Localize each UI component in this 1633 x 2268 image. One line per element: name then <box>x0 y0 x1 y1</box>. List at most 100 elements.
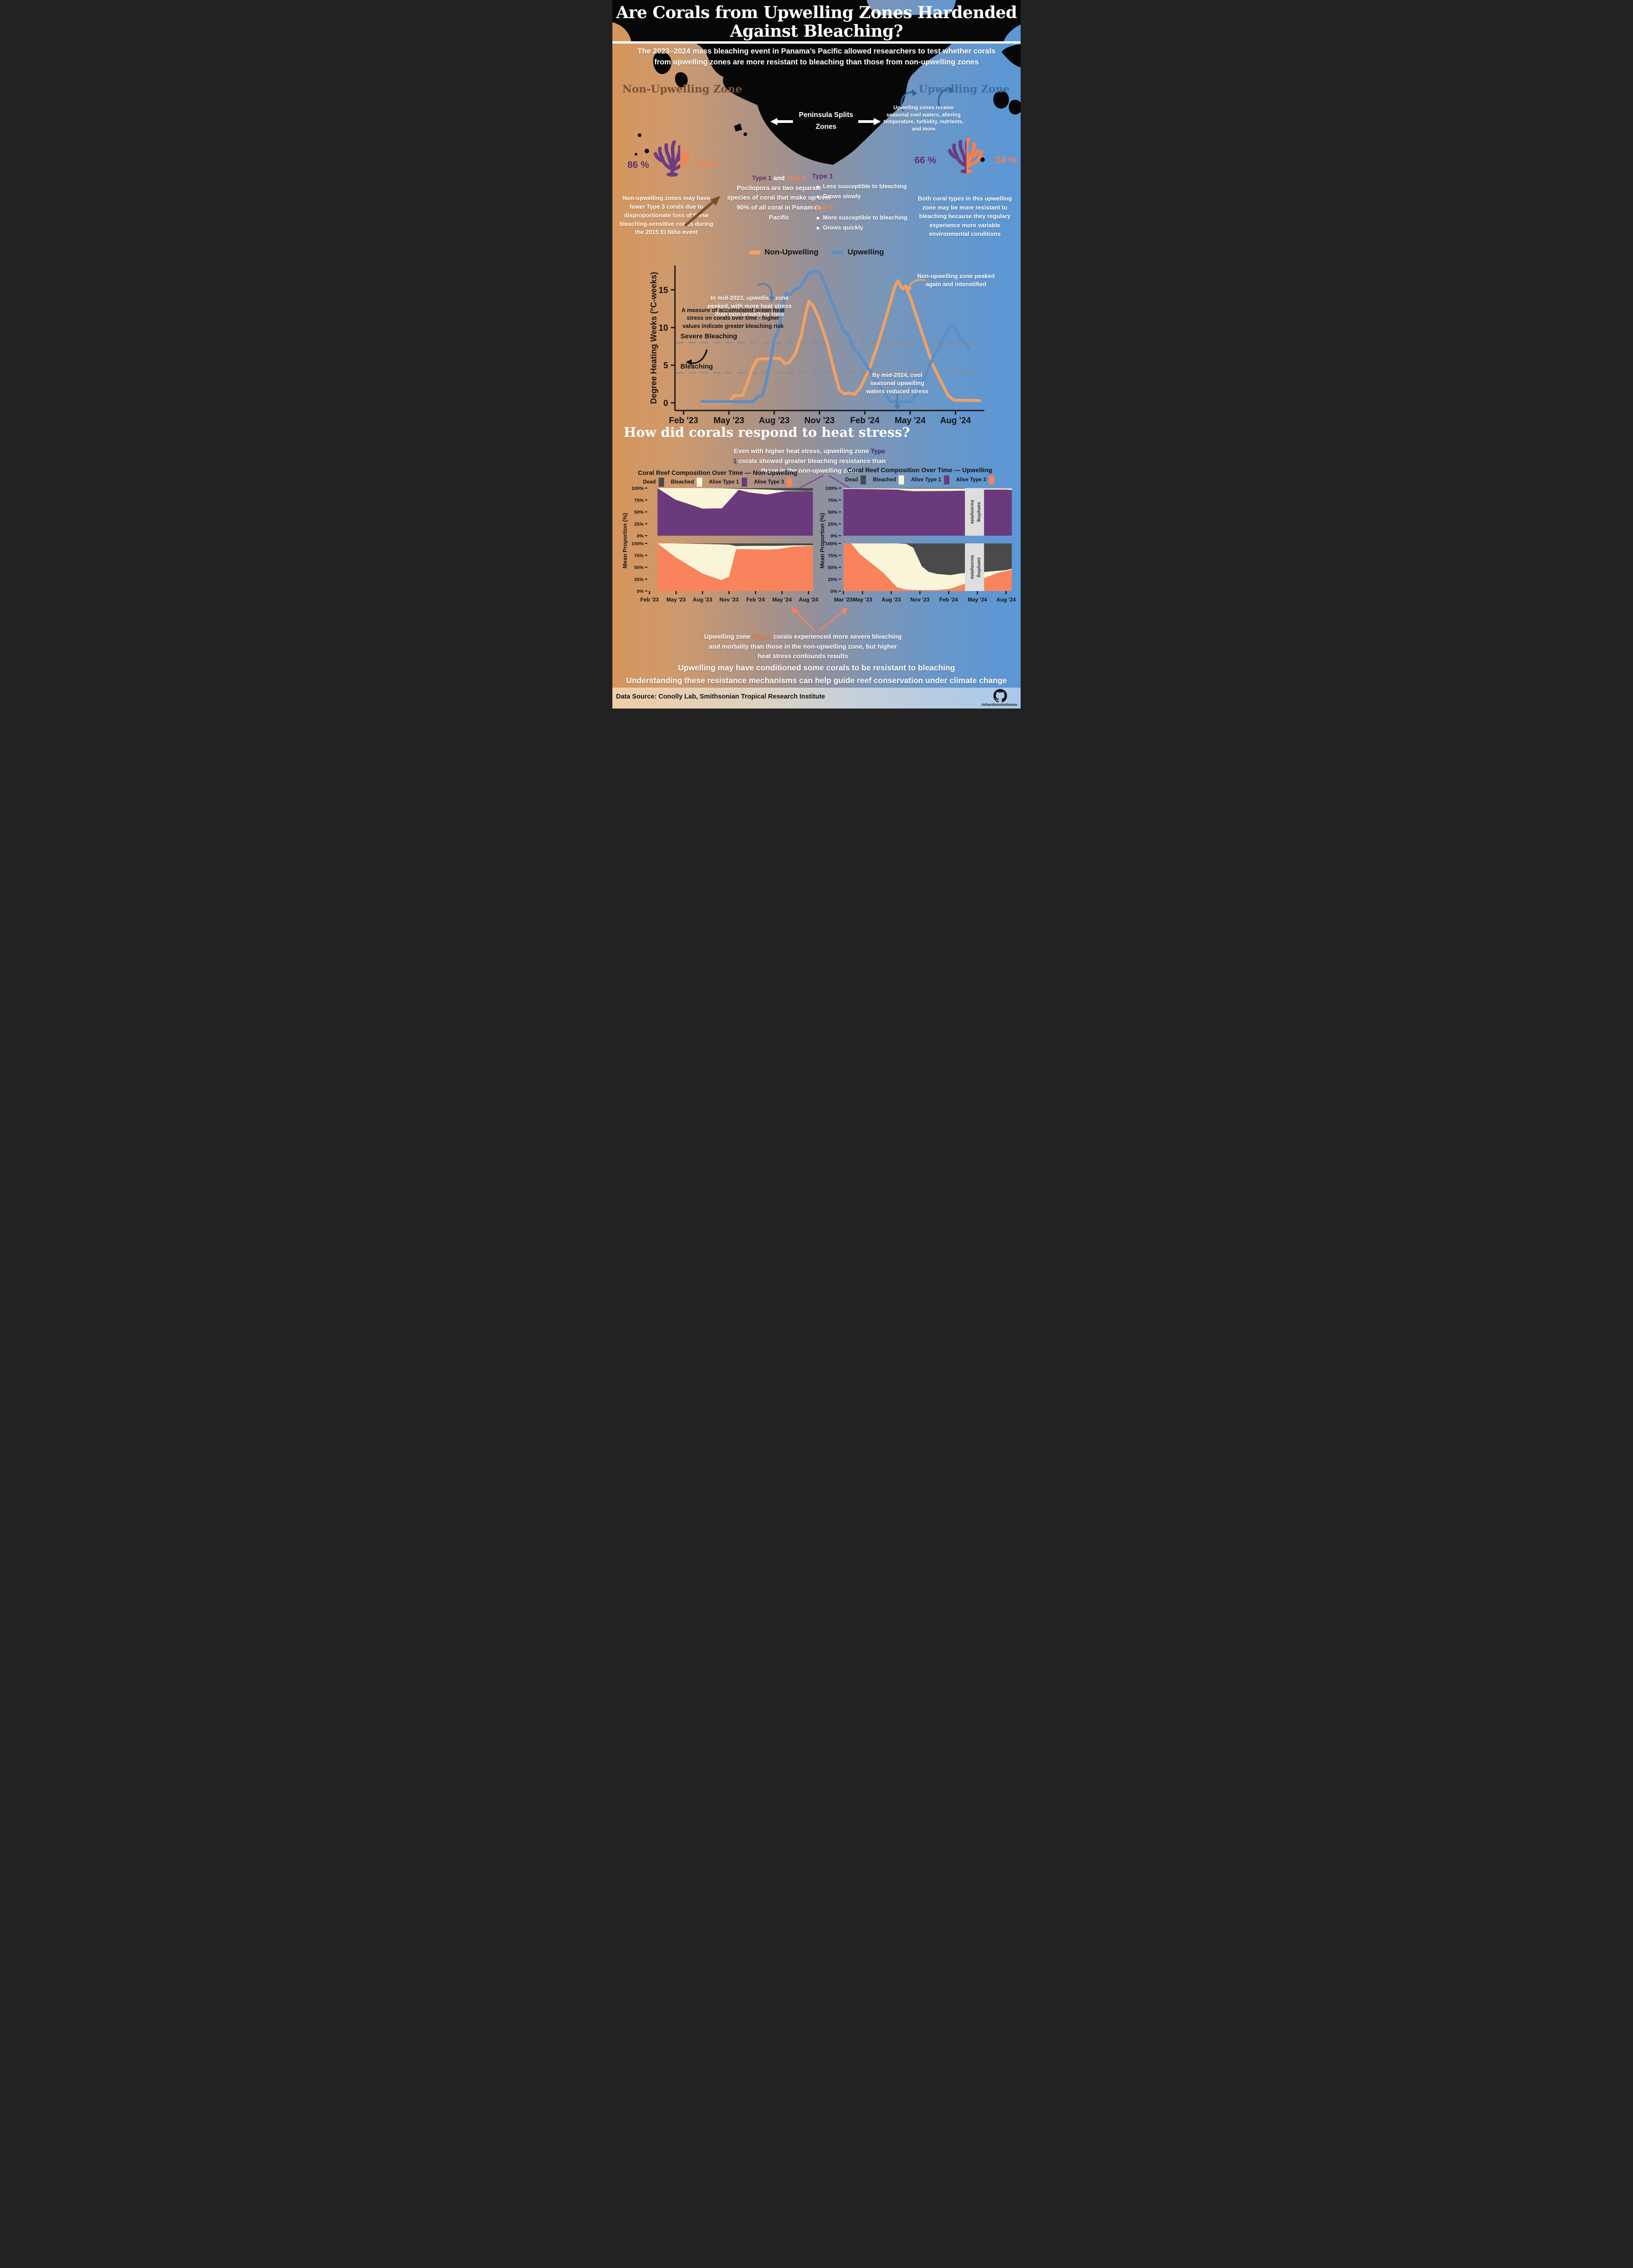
svg-text:0: 0 <box>663 399 668 408</box>
section2-bottom-note: Upwelling zone Type 3 corals experienced… <box>704 633 902 660</box>
dead-swatch-icon <box>658 478 664 487</box>
type1-traits-heading: Type 1 <box>812 172 833 180</box>
blue-down-arrow-icon <box>894 394 900 411</box>
legend-item-alive-type1: Alive Type 1 <box>709 478 748 487</box>
svg-text:Bleaching: Bleaching <box>680 363 713 371</box>
svg-text:Feb '23: Feb '23 <box>640 596 659 603</box>
svg-text:50%: 50% <box>828 565 838 571</box>
blue-curved-arrow-icon <box>758 283 775 302</box>
type3-traits-heading: Type 3 <box>812 204 833 211</box>
species-info: Type 1 and Type 3 Pocilopora are two sep… <box>726 173 832 222</box>
infographic-poster: Are Corals from Upwelling Zones Hardende… <box>612 0 1021 709</box>
island-left-2 <box>675 72 688 88</box>
current-arrows-icon <box>900 86 954 112</box>
species-type1: Type 1 <box>752 174 772 181</box>
upwelling-type1-pct: 66 % <box>914 155 936 166</box>
svg-text:Nov '23: Nov '23 <box>719 596 739 603</box>
orange-curved-arrow-icon <box>906 279 926 292</box>
upwelling-note: Upwelling zones receive seasonal cool wa… <box>883 105 964 132</box>
svg-text:May '23: May '23 <box>666 596 686 603</box>
bottom-note-type3: Type 3 <box>752 633 772 640</box>
svg-text:Aug '23: Aug '23 <box>759 416 790 425</box>
svg-text:Feb '23: Feb '23 <box>669 416 699 425</box>
legend-item-dead: Dead <box>845 475 866 484</box>
land-right-sliver <box>1002 44 1021 68</box>
dead-swatch-icon <box>861 475 866 484</box>
svg-text:0%: 0% <box>637 589 644 594</box>
conclusion-line1: Upwelling may have conditioned some cora… <box>678 663 955 672</box>
comp-chart-nonupwelling: 0% 25% 50% 75% 100% 0% 25% 50% 75% 100% Feb '23 May… <box>622 486 818 603</box>
nonupwelling-swatch-icon <box>749 250 761 254</box>
islet-right-2 <box>980 157 985 162</box>
dhw-ann-mid2023: In mid-2023, upwelling zone peaked, with… <box>707 294 792 318</box>
data-source: Data Source: Conolly Lab, Smithsonian Tr… <box>616 693 825 700</box>
split-arrow-right-icon <box>858 118 881 125</box>
legend-item-nonupwelling: Non-Upwelling <box>749 248 818 257</box>
svg-text:25%: 25% <box>634 577 644 582</box>
dhw-ann-nonupwelling-peak: Non-upwelling zone peaked again and inte… <box>917 273 995 288</box>
svg-text:Feb '24: Feb '24 <box>850 416 880 425</box>
svg-text:May '24: May '24 <box>895 416 926 425</box>
bleached-swatch-icon <box>696 478 702 487</box>
dhw-line-chart: 0 5 10 15 Feb '23 May '23 Aug '23 Nov '23 Feb '2… <box>649 265 984 425</box>
svg-text:25%: 25% <box>828 577 838 582</box>
bullet-icon <box>816 217 819 220</box>
comp-chart-upwelling: 0%25%50%75%100%Incomplete sampling0%25%50… <box>819 486 1016 603</box>
islet-left-2 <box>645 149 649 153</box>
svg-text:Degree Heating Weeks (°C-weeks: Degree Heating Weeks (°C-weeks) <box>649 272 658 404</box>
land-peninsula <box>696 44 952 165</box>
alive-type1-swatch-icon <box>742 478 748 487</box>
section2-top-note: Even with higher heat stress, upwelling … <box>733 447 886 474</box>
orange-v-arrows-icon <box>792 606 847 631</box>
page-title: Are Corals from Upwelling Zones Hardende… <box>612 4 1021 40</box>
nonupwelling-coral-note: Non-upwelling zones may have fewer Type … <box>619 195 714 236</box>
species-heading: Type 1 and Type 3 <box>752 174 807 181</box>
svg-text:25%: 25% <box>828 522 838 527</box>
svg-text:May '23: May '23 <box>714 416 744 425</box>
page-title-line2: Against Bleaching? <box>730 21 903 41</box>
svg-text:Incomplete: Incomplete <box>969 500 974 524</box>
svg-text:75%: 75% <box>634 498 644 503</box>
svg-text:May '23: May '23 <box>853 596 872 603</box>
svg-text:5: 5 <box>663 361 668 371</box>
github-icon[interactable] <box>993 689 1007 703</box>
svg-text:Severe Bleaching: Severe Bleaching <box>680 332 737 340</box>
svg-text:Nov '23: Nov '23 <box>910 596 930 603</box>
top-note-type1: Type 1 <box>733 447 885 464</box>
legend-item-bleached: Bleached <box>873 475 905 484</box>
type3-trait-2: Grows quickly <box>816 224 925 231</box>
footer-bar <box>612 688 1021 709</box>
legend-item-alive-type3: Alive Type 3 <box>956 475 994 484</box>
bullet-icon <box>816 186 819 188</box>
islet-left-3 <box>635 153 637 156</box>
upwelling-type3-pct: 34 % <box>995 155 1017 166</box>
svg-text:100%: 100% <box>631 541 644 547</box>
svg-text:100%: 100% <box>825 541 838 547</box>
species-type3: Type 3 <box>786 174 807 181</box>
panama-map <box>612 0 1021 165</box>
svg-text:sampling: sampling <box>976 557 981 577</box>
land-title-band <box>612 0 1021 42</box>
legend-item-alive-type3: Alive Type 3 <box>754 478 792 487</box>
brown-arrow-icon <box>684 196 720 226</box>
islet-left-1 <box>638 133 641 137</box>
svg-text:25%: 25% <box>634 522 644 527</box>
svg-text:Nov '23: Nov '23 <box>804 416 835 425</box>
title-divider <box>612 41 1021 44</box>
svg-text:50%: 50% <box>634 510 644 515</box>
comp-left-title: Coral Reef Composition Over Time — Non-U… <box>638 469 797 476</box>
upwelling-coral-note: Both coral types in this upwelling zone … <box>918 195 1012 237</box>
dhw-ann-definition: A measure of accumulated ocean heat stre… <box>681 307 785 329</box>
svg-text:Mean Proportion (%): Mean Proportion (%) <box>819 513 826 568</box>
dhw-chart-legend: Non-Upwelling Upwelling <box>612 248 1021 257</box>
bleached-swatch-icon <box>899 475 905 484</box>
split-arrow-left-icon <box>770 118 793 125</box>
zone-label-nonupwelling: Non-Upwelling Zone <box>622 83 742 95</box>
black-curved-arrow-icon <box>686 349 708 366</box>
comp-right-title: Coral Reef Composition Over Time — Upwel… <box>847 466 993 474</box>
svg-text:100%: 100% <box>631 486 644 491</box>
svg-text:100%: 100% <box>825 486 838 491</box>
section2-heading: How did corals respond to heat stress? <box>624 425 910 440</box>
island-right-2 <box>1008 99 1021 115</box>
svg-text:Feb '24: Feb '24 <box>939 596 958 603</box>
